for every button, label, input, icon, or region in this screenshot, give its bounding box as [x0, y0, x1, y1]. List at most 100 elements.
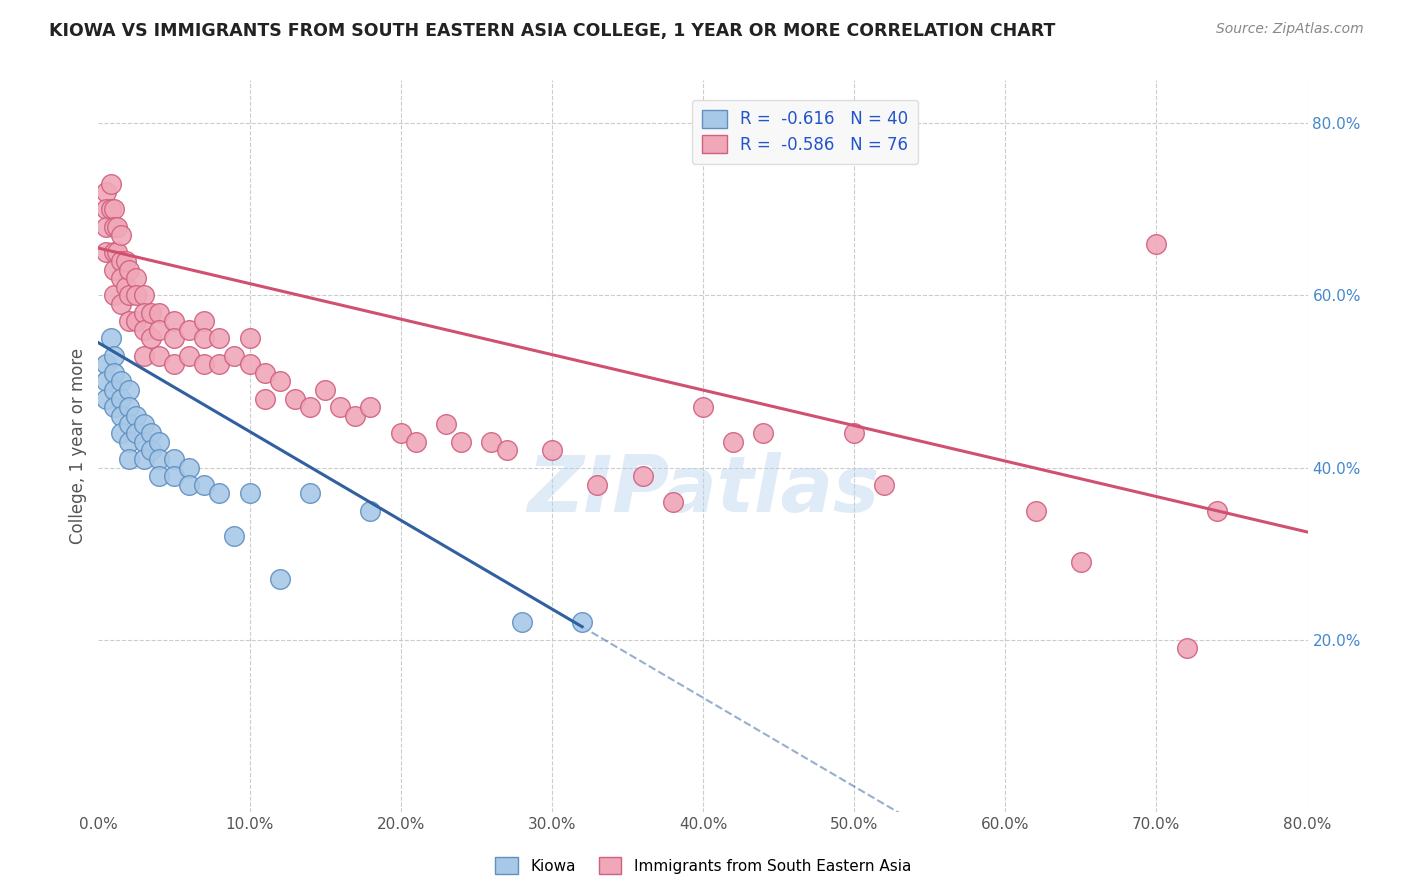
- Point: [105, 219, 128, 234]
- Point: [103, 288, 125, 302]
- Point: [118, 288, 141, 302]
- Point: [148, 451, 170, 466]
- Point: [723, 434, 745, 449]
- Point: [132, 349, 155, 363]
- Point: [239, 357, 262, 371]
- Point: [118, 401, 141, 415]
- Legend: Kiowa, Immigrants from South Eastern Asia: Kiowa, Immigrants from South Eastern Asi…: [489, 851, 917, 880]
- Point: [100, 331, 122, 345]
- Point: [540, 443, 562, 458]
- Point: [299, 401, 322, 415]
- Point: [179, 460, 201, 475]
- Point: [118, 417, 141, 432]
- Point: [110, 271, 132, 285]
- Point: [163, 331, 186, 345]
- Point: [1070, 555, 1092, 569]
- Point: [495, 443, 517, 458]
- Point: [114, 280, 136, 294]
- Point: [94, 185, 117, 199]
- Point: [208, 331, 231, 345]
- Point: [110, 392, 132, 406]
- Point: [103, 219, 125, 234]
- Point: [314, 383, 336, 397]
- Point: [179, 477, 201, 491]
- Point: [1144, 236, 1167, 251]
- Point: [692, 401, 714, 415]
- Point: [1024, 503, 1046, 517]
- Point: [110, 409, 132, 423]
- Point: [253, 392, 276, 406]
- Point: [110, 426, 132, 441]
- Point: [110, 297, 132, 311]
- Point: [163, 314, 186, 328]
- Point: [94, 219, 117, 234]
- Point: [269, 573, 291, 587]
- Point: [193, 477, 215, 491]
- Point: [110, 228, 132, 243]
- Point: [125, 409, 148, 423]
- Point: [752, 426, 775, 441]
- Point: [179, 323, 201, 337]
- Point: [118, 314, 141, 328]
- Point: [193, 314, 215, 328]
- Point: [94, 375, 117, 389]
- Point: [661, 495, 683, 509]
- Point: [100, 202, 122, 217]
- Text: ZIPatlas: ZIPatlas: [527, 452, 879, 528]
- Point: [110, 375, 132, 389]
- Point: [141, 443, 163, 458]
- Point: [208, 486, 231, 500]
- Point: [118, 434, 141, 449]
- Point: [844, 426, 866, 441]
- Point: [110, 254, 132, 268]
- Point: [141, 426, 163, 441]
- Point: [132, 417, 155, 432]
- Text: Source: ZipAtlas.com: Source: ZipAtlas.com: [1216, 22, 1364, 37]
- Point: [1206, 503, 1229, 517]
- Point: [94, 392, 117, 406]
- Point: [450, 434, 472, 449]
- Point: [299, 486, 322, 500]
- Y-axis label: College, 1 year or more: College, 1 year or more: [69, 348, 87, 544]
- Point: [193, 331, 215, 345]
- Point: [148, 434, 170, 449]
- Point: [510, 615, 533, 630]
- Point: [103, 262, 125, 277]
- Point: [141, 331, 163, 345]
- Point: [405, 434, 427, 449]
- Point: [179, 349, 201, 363]
- Point: [132, 451, 155, 466]
- Text: KIOWA VS IMMIGRANTS FROM SOUTH EASTERN ASIA COLLEGE, 1 YEAR OR MORE CORRELATION : KIOWA VS IMMIGRANTS FROM SOUTH EASTERN A…: [49, 22, 1056, 40]
- Point: [148, 323, 170, 337]
- Point: [586, 477, 609, 491]
- Point: [163, 451, 186, 466]
- Point: [389, 426, 412, 441]
- Point: [329, 401, 352, 415]
- Point: [360, 401, 382, 415]
- Point: [571, 615, 593, 630]
- Point: [103, 383, 125, 397]
- Point: [125, 426, 148, 441]
- Point: [132, 305, 155, 319]
- Point: [118, 262, 141, 277]
- Point: [631, 469, 654, 483]
- Point: [125, 314, 148, 328]
- Point: [269, 375, 291, 389]
- Point: [148, 305, 170, 319]
- Point: [141, 305, 163, 319]
- Point: [239, 486, 262, 500]
- Point: [224, 349, 246, 363]
- Point: [94, 357, 117, 371]
- Point: [103, 366, 125, 380]
- Point: [94, 245, 117, 260]
- Point: [873, 477, 896, 491]
- Point: [481, 434, 503, 449]
- Point: [360, 503, 382, 517]
- Point: [208, 357, 231, 371]
- Point: [253, 366, 276, 380]
- Point: [434, 417, 457, 432]
- Point: [94, 202, 117, 217]
- Point: [224, 529, 246, 543]
- Point: [125, 271, 148, 285]
- Point: [114, 254, 136, 268]
